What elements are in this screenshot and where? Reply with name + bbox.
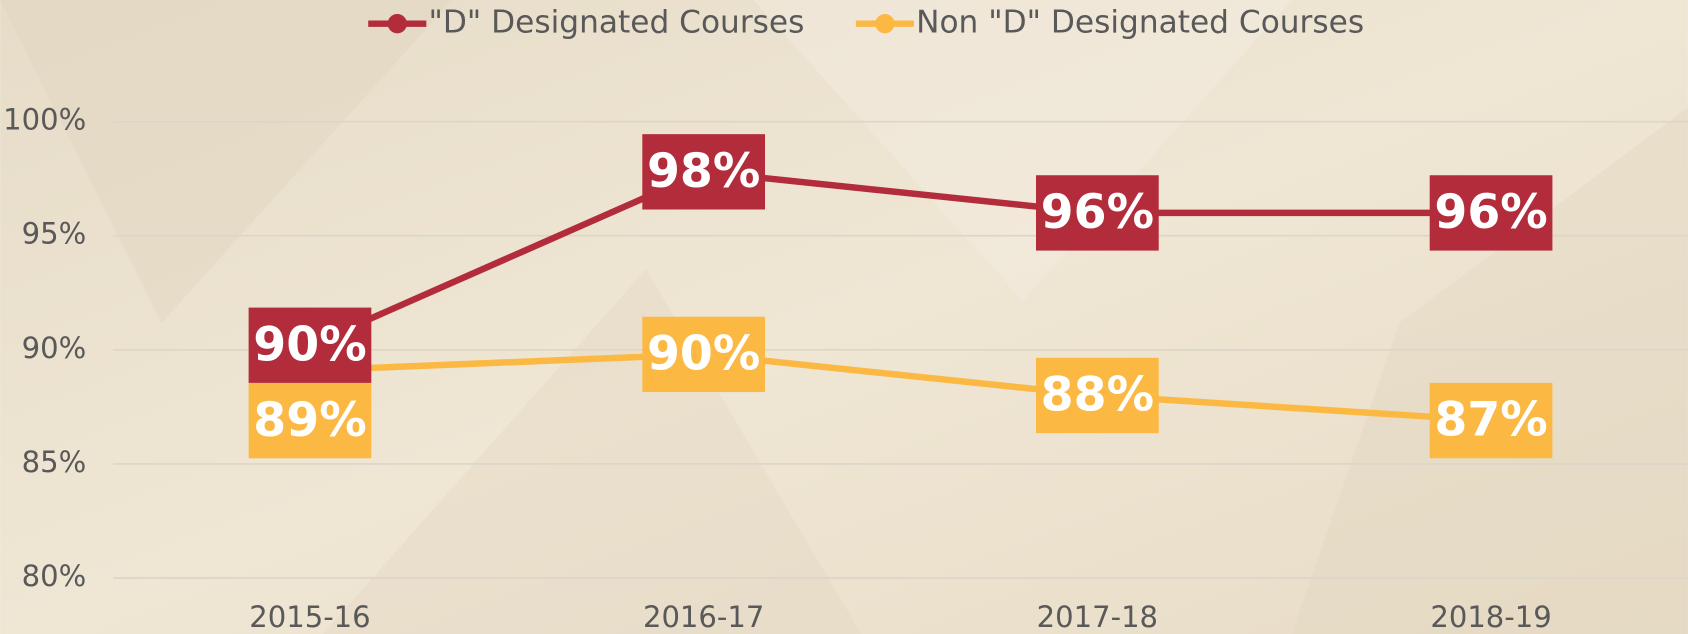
data-label: 98% [647,144,760,199]
data-label: 90% [647,327,760,382]
y-tick-label: 85% [22,445,87,479]
data-label: 90% [253,317,366,372]
legend-marker [875,13,895,34]
data-label-box [642,316,766,393]
x-tick-label: 2018-19 [1430,600,1551,634]
series-line [309,351,1492,424]
legend-marker [387,13,407,34]
x-tick-label: 2015-16 [249,600,370,634]
data-label-box [248,382,372,459]
x-tick-label: 2017-18 [1037,600,1158,634]
bg-shape [1291,107,1688,634]
data-label: 89% [253,393,366,448]
series-line [308,168,1492,349]
data-label: 87% [1434,393,1547,448]
data-label-box [642,134,766,210]
data-label: 88% [1041,368,1154,423]
y-tick-label: 100% [3,103,86,137]
y-tick-label: 80% [22,559,87,593]
data-label: 96% [1434,185,1547,240]
legend-label: "D" Designated Courses [429,5,805,41]
x-tick-label: 2016-17 [643,600,764,634]
data-label-box [1036,175,1159,251]
data-label-box [1429,175,1553,251]
data-label-box [1036,357,1159,434]
y-tick-label: 90% [22,331,87,365]
data-label: 96% [1041,185,1154,240]
bg-shape [323,269,862,634]
bg-shape [753,0,1292,302]
data-label-box [248,307,372,383]
legend-label: Non "D" Designated Courses [916,5,1364,41]
bg-shape [0,0,453,323]
data-label-box [1429,382,1553,459]
y-tick-label: 95% [22,217,87,251]
